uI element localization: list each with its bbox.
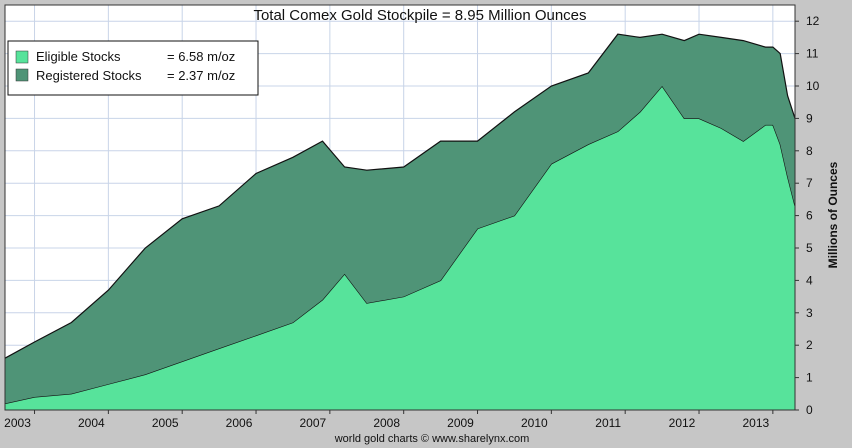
y-tick-label: 0 [806,403,813,417]
legend: Eligible Stocks = 6.58 m/oz Registered S… [7,40,259,96]
legend-value-eligible: = 6.58 m/oz [167,49,235,64]
legend-swatch-registered [15,68,29,82]
legend-value-registered: = 2.37 m/oz [167,68,235,83]
y-tick-label: 11 [806,47,819,61]
y-tick-label: 4 [806,273,813,287]
chart-title: Total Comex Gold Stockpile = 8.95 Millio… [253,7,586,24]
series-area-registered-stocks [5,34,795,404]
y-tick-label: 9 [806,111,813,125]
x-tick-label: 2003 [4,416,31,430]
x-tick-label: 2004 [78,416,105,430]
y-tick-label: 2 [806,338,813,352]
x-tick-label: 2009 [447,416,474,430]
series-area-eligible-stocks [5,86,795,410]
y-tick-label: 5 [806,241,813,255]
legend-swatch-eligible [15,50,29,64]
x-tick-label: 2006 [226,416,253,430]
y-axis-label: Millions of Ounces [826,161,840,268]
x-tick-label: 2005 [152,416,179,430]
y-tick-label: 7 [806,176,813,190]
plot-border [4,4,796,411]
x-tick-label: 2013 [742,416,769,430]
legend-label-registered: Registered Stocks [36,68,142,83]
x-axis: 2003 2004 2005 2006 2007 2008 2009 2010 2011 2012… [4,410,774,430]
x-tick-label: 2008 [373,416,400,430]
x-tick-label: 2011 [595,416,621,430]
y-tick-label: 3 [806,306,813,320]
legend-label-eligible: Eligible Stocks [36,49,121,64]
y-tick-label: 6 [806,209,813,223]
credit-text: world gold charts © www.sharelynx.com [334,433,530,445]
y-tick-label: 12 [806,14,820,28]
x-tick-label: 2007 [300,416,327,430]
y-tick-label: 1 [806,371,813,385]
x-tick-label: 2012 [669,416,696,430]
legend-box [7,40,259,96]
y-tick-label: 8 [806,144,813,158]
y-tick-label: 10 [806,79,820,93]
x-tick-label: 2010 [521,416,548,430]
area-layer [4,33,796,410]
series-line-registered-stocks [4,33,796,359]
